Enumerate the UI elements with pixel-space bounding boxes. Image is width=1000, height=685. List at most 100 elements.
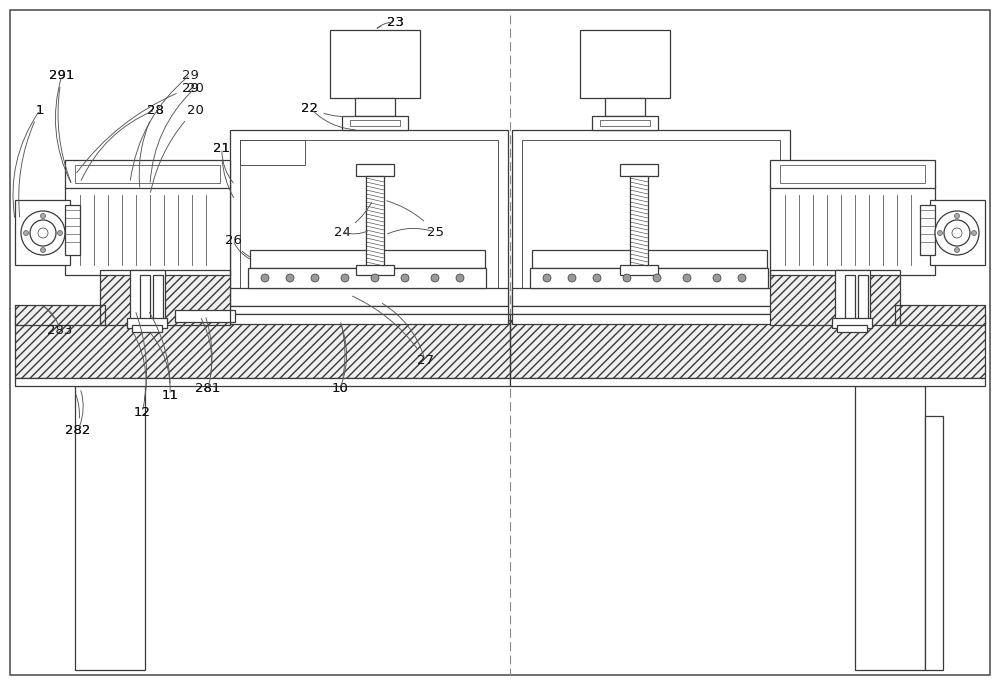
Bar bbox=[230, 314, 508, 324]
Text: 11: 11 bbox=[149, 312, 178, 401]
Circle shape bbox=[952, 228, 962, 238]
Bar bbox=[100, 270, 230, 325]
Bar bbox=[342, 116, 408, 130]
Bar bbox=[230, 306, 508, 314]
Text: 26: 26 bbox=[225, 234, 250, 257]
Circle shape bbox=[623, 274, 631, 282]
Text: 11: 11 bbox=[162, 388, 178, 401]
Bar bbox=[620, 164, 658, 176]
Bar bbox=[65, 205, 80, 255]
Circle shape bbox=[371, 274, 379, 282]
Circle shape bbox=[938, 230, 942, 236]
Bar bbox=[835, 270, 870, 325]
Bar bbox=[512, 288, 790, 306]
Text: 10: 10 bbox=[332, 323, 348, 395]
Bar bbox=[240, 140, 498, 305]
Circle shape bbox=[40, 214, 46, 219]
Circle shape bbox=[543, 274, 551, 282]
Bar bbox=[620, 265, 658, 275]
Bar bbox=[512, 130, 790, 315]
Circle shape bbox=[972, 230, 976, 236]
Circle shape bbox=[568, 274, 576, 282]
Text: 27: 27 bbox=[416, 353, 434, 366]
Bar bbox=[127, 318, 167, 328]
Bar bbox=[132, 325, 162, 332]
Bar bbox=[355, 98, 395, 116]
Circle shape bbox=[653, 274, 661, 282]
Bar bbox=[510, 378, 985, 386]
Bar bbox=[512, 306, 790, 314]
Text: 12: 12 bbox=[134, 312, 150, 419]
Bar bbox=[925, 416, 943, 670]
Bar bbox=[530, 268, 768, 288]
Bar bbox=[75, 165, 220, 183]
Circle shape bbox=[38, 228, 48, 238]
Bar bbox=[592, 116, 658, 130]
Text: 27: 27 bbox=[353, 296, 434, 366]
Text: 282: 282 bbox=[65, 423, 91, 436]
Circle shape bbox=[401, 274, 409, 282]
Bar bbox=[522, 140, 780, 305]
Text: 25: 25 bbox=[387, 201, 444, 238]
Circle shape bbox=[593, 274, 601, 282]
Text: 25: 25 bbox=[426, 225, 444, 238]
Bar bbox=[770, 185, 935, 275]
Bar bbox=[15, 305, 105, 325]
Text: 29: 29 bbox=[77, 82, 198, 173]
Text: 24: 24 bbox=[334, 225, 350, 238]
Bar bbox=[356, 164, 394, 176]
Text: 282: 282 bbox=[65, 395, 91, 436]
Bar bbox=[15, 314, 510, 320]
Circle shape bbox=[58, 230, 62, 236]
Bar bbox=[510, 320, 985, 378]
Bar bbox=[605, 98, 645, 116]
Bar bbox=[858, 275, 868, 320]
Bar bbox=[153, 275, 163, 320]
Text: 23: 23 bbox=[386, 16, 404, 29]
Bar bbox=[15, 320, 510, 378]
Circle shape bbox=[456, 274, 464, 282]
Text: 28: 28 bbox=[147, 103, 163, 116]
Text: 20: 20 bbox=[151, 103, 203, 192]
Bar bbox=[330, 30, 420, 98]
Bar bbox=[630, 176, 648, 266]
Text: 21: 21 bbox=[214, 142, 230, 155]
Bar bbox=[930, 200, 985, 265]
Bar bbox=[100, 270, 230, 325]
Bar bbox=[15, 320, 510, 378]
Text: 281: 281 bbox=[195, 382, 221, 395]
Circle shape bbox=[286, 274, 294, 282]
Circle shape bbox=[24, 230, 28, 236]
Bar bbox=[75, 386, 145, 670]
Text: 29: 29 bbox=[182, 68, 198, 82]
Bar bbox=[175, 310, 235, 322]
Text: 283: 283 bbox=[44, 307, 73, 336]
Text: 21: 21 bbox=[214, 142, 234, 197]
Circle shape bbox=[431, 274, 439, 282]
Bar bbox=[580, 30, 670, 98]
Text: 22: 22 bbox=[302, 101, 355, 116]
Bar bbox=[15, 200, 70, 265]
Bar bbox=[512, 314, 790, 324]
Bar bbox=[510, 320, 985, 378]
Bar bbox=[510, 314, 985, 320]
Bar bbox=[920, 205, 935, 255]
Bar bbox=[356, 265, 394, 275]
Circle shape bbox=[713, 274, 721, 282]
Text: 291: 291 bbox=[49, 68, 75, 182]
Bar bbox=[770, 270, 900, 325]
Circle shape bbox=[954, 247, 960, 253]
Circle shape bbox=[683, 274, 691, 282]
Bar bbox=[855, 386, 925, 670]
Bar bbox=[350, 120, 400, 126]
Text: 24: 24 bbox=[334, 203, 372, 238]
Circle shape bbox=[944, 220, 970, 246]
Text: 1: 1 bbox=[19, 103, 44, 217]
Bar bbox=[230, 130, 508, 315]
Bar bbox=[240, 140, 305, 165]
Bar bbox=[600, 120, 650, 126]
Circle shape bbox=[311, 274, 319, 282]
Bar bbox=[65, 185, 230, 275]
Bar bbox=[65, 160, 230, 188]
Bar bbox=[230, 288, 508, 306]
